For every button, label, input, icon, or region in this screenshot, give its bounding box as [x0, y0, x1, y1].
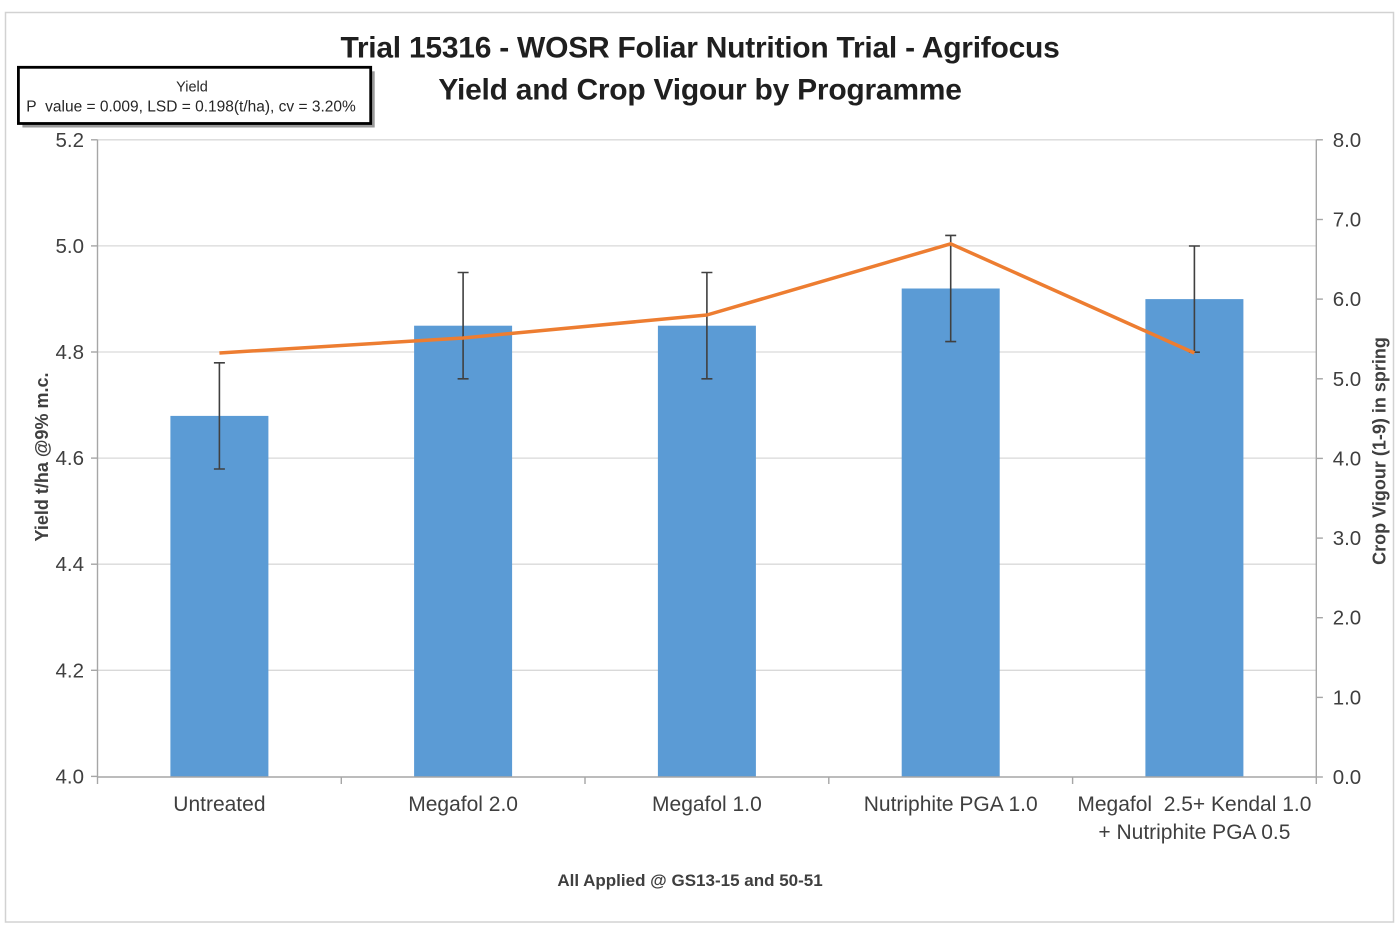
svg-text:All Applied @ GS13-15 and 50-5: All Applied @ GS13-15 and 50-51 [557, 871, 822, 890]
svg-text:P value = 0.009, LSD = 0.198(: P value = 0.009, LSD = 0.198(t/ha), cv =… [26, 99, 356, 116]
svg-text:4.6: 4.6 [56, 447, 85, 470]
svg-text:4.8: 4.8 [56, 341, 85, 364]
svg-text:6.0: 6.0 [1333, 288, 1362, 311]
svg-text:Megafol 2.5+ Kendal 1.0: Megafol 2.5+ Kendal 1.0 [1077, 793, 1311, 816]
svg-text:5.2: 5.2 [56, 129, 85, 152]
svg-text:4.0: 4.0 [1333, 447, 1362, 470]
svg-text:Yield: Yield [176, 80, 208, 96]
svg-text:Crop Vigour (1-9) in spring: Crop Vigour (1-9) in spring [1370, 337, 1390, 565]
svg-text:Nutriphite PGA 1.0: Nutriphite PGA 1.0 [864, 793, 1038, 816]
svg-text:5.0: 5.0 [1333, 368, 1362, 391]
svg-text:8.0: 8.0 [1333, 129, 1362, 152]
svg-text:4.0: 4.0 [56, 765, 85, 788]
svg-text:Untreated: Untreated [173, 793, 265, 816]
svg-text:4.4: 4.4 [56, 553, 85, 576]
svg-text:Yield t/ha @9% m.c.: Yield t/ha @9% m.c. [32, 373, 52, 542]
svg-text:Trial 15316 - WOSR Foliar Nutr: Trial 15316 - WOSR Foliar Nutrition Tria… [340, 32, 1059, 65]
svg-text:1.0: 1.0 [1333, 686, 1362, 709]
svg-text:Megafol 1.0: Megafol 1.0 [652, 793, 762, 816]
svg-text:5.0: 5.0 [56, 235, 85, 258]
svg-text:3.0: 3.0 [1333, 527, 1362, 550]
svg-text:7.0: 7.0 [1333, 209, 1362, 232]
svg-text:0.0: 0.0 [1333, 766, 1362, 789]
svg-text:2.0: 2.0 [1333, 607, 1362, 630]
svg-text:+ Nutriphite PGA 0.5: + Nutriphite PGA 0.5 [1098, 821, 1290, 844]
svg-text:Yield and Crop Vigour by Progr: Yield and Crop Vigour by Programme [438, 74, 961, 107]
svg-text:Megafol 2.0: Megafol 2.0 [408, 793, 518, 816]
svg-text:4.2: 4.2 [56, 659, 85, 682]
